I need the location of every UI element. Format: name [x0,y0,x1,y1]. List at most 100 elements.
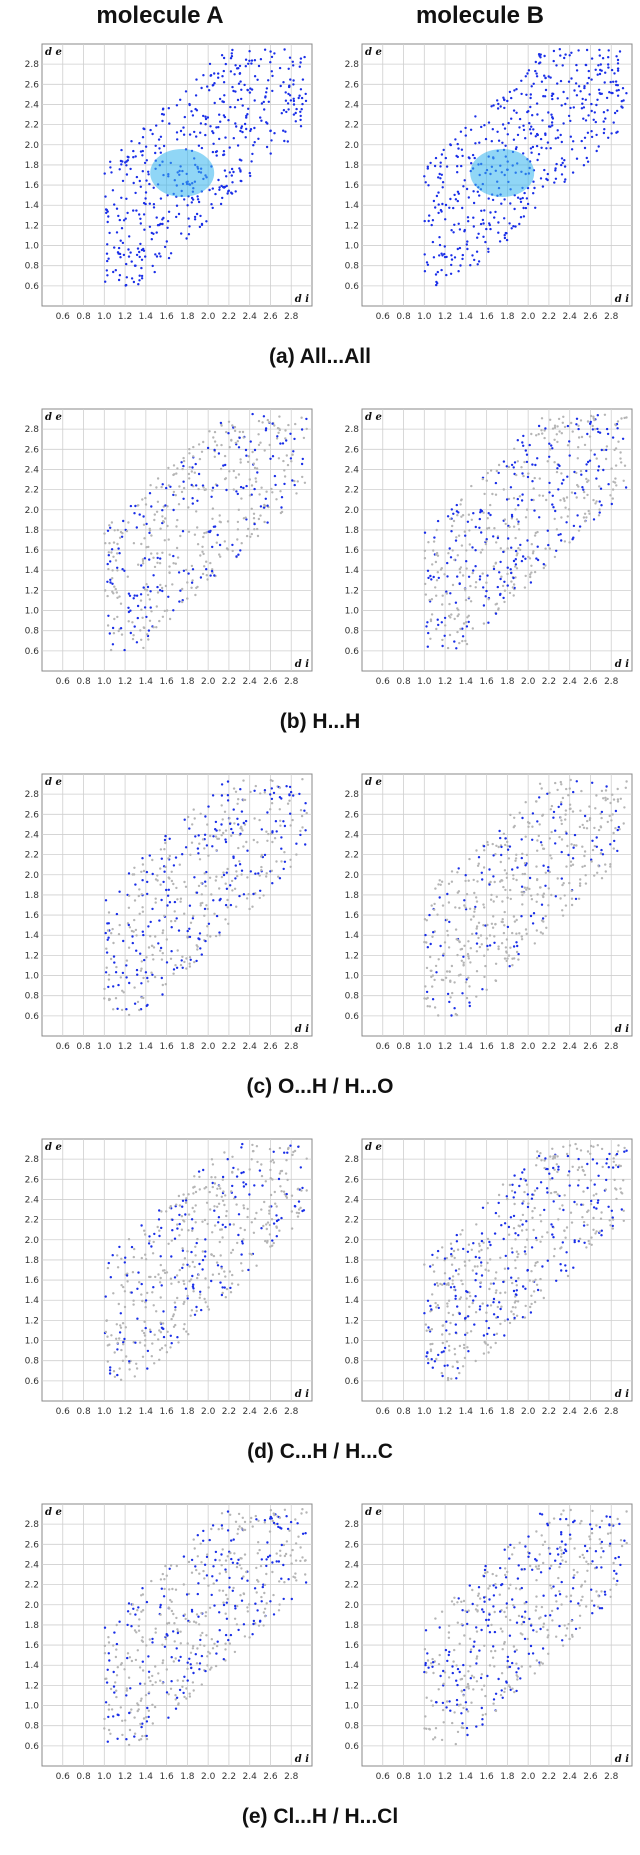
data-point [527,555,530,559]
data-point [512,594,515,597]
data-point [243,1635,247,1638]
data-point [532,1280,535,1283]
data-point [145,1737,149,1741]
data-point [516,552,519,555]
data-point [579,90,582,93]
data-point [595,845,598,848]
data-point [301,778,304,781]
data-point [201,545,204,548]
data-point [111,189,115,192]
data-point [505,872,508,875]
data-point [486,840,489,844]
data-point [492,915,495,918]
panel-caption: (c) O...H / H...O [246,1075,394,1098]
data-point [292,79,295,82]
data-point [582,488,585,491]
data-point [529,914,533,918]
data-point [135,1631,138,1634]
data-point [448,206,451,209]
data-point [116,1348,119,1351]
data-point [169,1564,173,1567]
data-point [475,925,479,928]
data-point [170,1255,173,1258]
data-point [543,1166,546,1170]
data-point [559,54,562,57]
data-point [547,125,551,128]
data-point [168,122,171,125]
data-point [529,1311,533,1314]
data-point [296,480,299,483]
data-point [294,1542,298,1545]
data-point [489,227,492,231]
data-point [234,122,237,125]
data-point [610,1209,613,1212]
data-point [154,897,157,900]
data-point [133,1375,136,1378]
data-point [623,806,626,809]
data-point [606,797,609,801]
data-point [613,839,616,843]
data-point [590,1236,593,1239]
data-point [621,437,625,440]
data-point [138,912,141,915]
data-point [235,555,238,558]
data-point [510,463,514,467]
data-point [434,964,438,968]
data-point [211,1273,215,1276]
data-point [176,1227,179,1230]
data-point [204,1238,207,1241]
data-point [244,58,248,61]
data-point [132,930,135,933]
data-point [231,85,234,89]
data-point [552,816,555,819]
data-point [613,72,616,75]
data-point [249,1520,252,1524]
data-point [429,1265,432,1268]
data-point [148,619,152,622]
data-point [115,965,118,969]
data-point [172,562,175,565]
data-point [200,881,203,885]
data-point [112,270,115,274]
data-point [448,970,451,973]
data-point [518,1184,521,1188]
data-point [188,904,192,907]
data-point [103,532,106,535]
data-point [161,983,164,987]
data-point [167,857,170,860]
data-point [512,1196,515,1199]
data-point [472,225,475,228]
data-point [198,225,202,229]
data-point [581,845,584,848]
data-point [472,915,475,918]
data-point [615,55,618,58]
data-point [434,560,438,564]
data-point [490,922,494,925]
data-point [449,1242,453,1245]
data-point [512,915,516,918]
data-point [506,844,509,848]
data-point [433,978,436,982]
data-point [136,616,139,620]
data-point [256,1552,259,1555]
data-point [143,606,147,609]
data-point [162,216,165,220]
data-point [140,564,143,567]
data-point [253,1184,256,1187]
y-tick-label: 2.8 [25,60,40,70]
data-point [424,593,427,596]
data-point [438,243,442,247]
data-point [173,1301,177,1304]
data-point [299,833,302,837]
data-point [183,1282,186,1286]
data-point [231,424,234,427]
data-point [126,575,129,578]
data-point [253,59,257,62]
data-point [120,633,124,636]
data-point [529,575,532,579]
data-point [232,469,235,473]
data-point [252,1619,256,1623]
data-point [145,615,148,619]
data-point [208,89,211,92]
data-point [597,1174,600,1177]
